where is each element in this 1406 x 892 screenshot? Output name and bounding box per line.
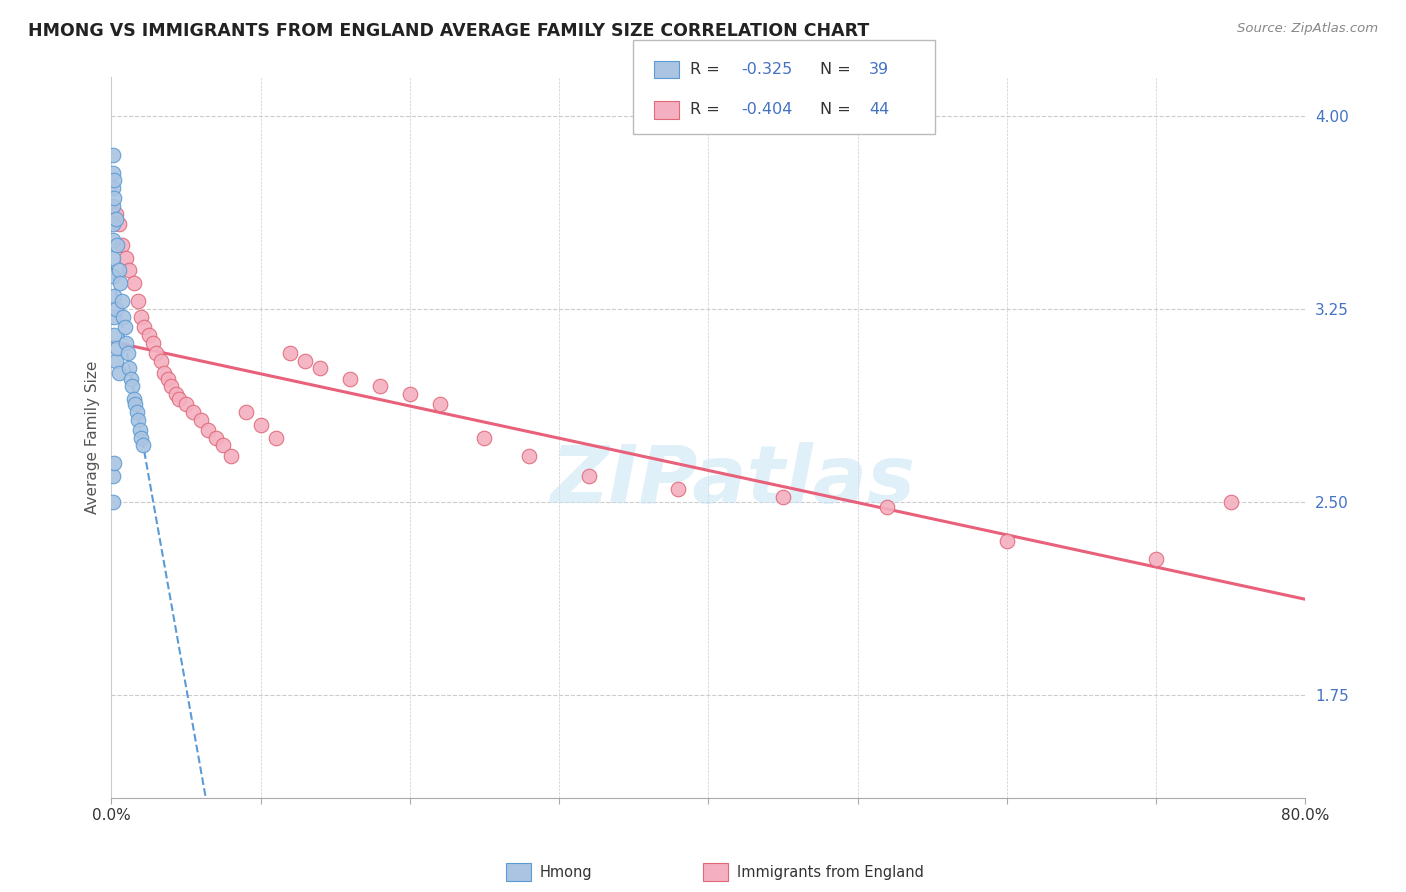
Point xyxy=(205,431,228,445)
Point xyxy=(103,191,125,205)
Point xyxy=(142,335,165,350)
Text: 44: 44 xyxy=(869,103,889,117)
Point xyxy=(108,263,131,277)
Point xyxy=(120,371,142,385)
Point xyxy=(104,207,127,221)
Y-axis label: Average Family Size: Average Family Size xyxy=(86,361,100,515)
Text: Source: ZipAtlas.com: Source: ZipAtlas.com xyxy=(1237,22,1378,36)
Point xyxy=(121,379,143,393)
Point xyxy=(110,277,132,291)
Point xyxy=(111,237,134,252)
Point xyxy=(474,431,496,445)
Text: ZIPatlas: ZIPatlas xyxy=(550,442,915,520)
Point xyxy=(103,289,125,303)
Text: Hmong: Hmong xyxy=(540,865,592,880)
Point xyxy=(101,181,124,195)
Point xyxy=(280,346,302,360)
Point xyxy=(112,310,135,324)
Text: Immigrants from England: Immigrants from England xyxy=(737,865,924,880)
Point xyxy=(876,500,898,515)
Point xyxy=(128,423,150,437)
Point xyxy=(368,379,391,393)
Point xyxy=(264,431,287,445)
Point xyxy=(103,310,125,324)
Point xyxy=(101,166,124,180)
Point xyxy=(399,387,422,401)
Point xyxy=(115,335,138,350)
Point xyxy=(134,320,156,334)
Point xyxy=(101,469,124,483)
Point xyxy=(101,233,124,247)
Point xyxy=(165,387,187,401)
Point xyxy=(129,431,152,445)
Point xyxy=(111,294,134,309)
Point xyxy=(118,263,141,277)
Point xyxy=(1144,551,1167,566)
Text: -0.404: -0.404 xyxy=(741,103,793,117)
Point xyxy=(309,361,332,376)
Text: R =: R = xyxy=(690,62,730,77)
Point xyxy=(122,392,145,406)
Point xyxy=(578,469,600,483)
Point xyxy=(174,397,197,411)
Point xyxy=(105,237,128,252)
Point xyxy=(101,199,124,213)
Point xyxy=(138,327,160,342)
Point xyxy=(101,147,124,161)
Point xyxy=(294,353,316,368)
Point xyxy=(668,482,690,496)
Point xyxy=(105,341,128,355)
Point xyxy=(197,423,219,437)
Point xyxy=(249,417,271,432)
Point xyxy=(995,533,1018,548)
Point xyxy=(101,495,124,509)
Point xyxy=(160,379,183,393)
Point xyxy=(132,438,155,452)
Point xyxy=(517,449,540,463)
Point xyxy=(118,361,141,376)
Point xyxy=(101,217,124,231)
Point xyxy=(104,301,127,316)
Point xyxy=(772,490,794,504)
Text: HMONG VS IMMIGRANTS FROM ENGLAND AVERAGE FAMILY SIZE CORRELATION CHART: HMONG VS IMMIGRANTS FROM ENGLAND AVERAGE… xyxy=(28,22,869,40)
Point xyxy=(129,310,152,324)
Point xyxy=(152,367,174,381)
Point xyxy=(183,405,205,419)
Text: 39: 39 xyxy=(869,62,889,77)
Point xyxy=(103,327,125,342)
Text: N =: N = xyxy=(820,62,860,77)
Point xyxy=(101,268,124,283)
Point xyxy=(157,371,180,385)
Point xyxy=(103,173,125,187)
Point xyxy=(235,405,257,419)
Point xyxy=(1219,495,1241,509)
Point xyxy=(212,438,235,452)
Point xyxy=(108,367,131,381)
Point xyxy=(167,392,190,406)
Point xyxy=(108,217,131,231)
Point xyxy=(127,413,149,427)
Text: N =: N = xyxy=(820,103,860,117)
Point xyxy=(104,212,127,227)
Text: R =: R = xyxy=(690,103,730,117)
Point xyxy=(127,294,149,309)
Point xyxy=(115,251,138,265)
Text: -0.325: -0.325 xyxy=(741,62,792,77)
Point xyxy=(124,397,146,411)
Point xyxy=(125,405,148,419)
Point xyxy=(114,320,136,334)
Point xyxy=(219,449,242,463)
Point xyxy=(117,346,139,360)
Point xyxy=(145,346,167,360)
Point xyxy=(149,353,172,368)
Point xyxy=(101,251,124,265)
Point xyxy=(339,371,361,385)
Point xyxy=(122,277,145,291)
Point xyxy=(190,413,212,427)
Point xyxy=(104,353,127,368)
Point xyxy=(103,457,125,471)
Point xyxy=(429,397,451,411)
